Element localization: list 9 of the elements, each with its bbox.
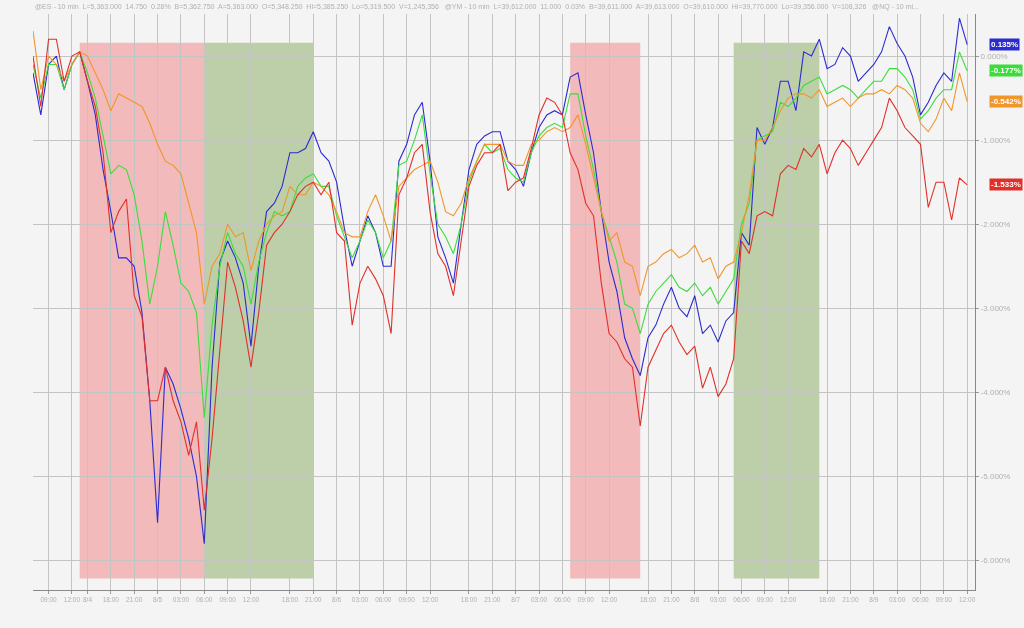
text: -0.177%: [991, 66, 1021, 75]
text: 0.135%: [991, 40, 1019, 49]
line-series: [33, 51, 968, 419]
y-tick-label: -4.000%: [980, 388, 1011, 398]
line-series: [33, 30, 968, 305]
text: -1.533%: [991, 180, 1021, 189]
text: -0.542%: [991, 97, 1021, 106]
y-tick-label: -1.000%: [980, 135, 1011, 145]
y-tick-label: -2.000%: [980, 220, 1011, 230]
